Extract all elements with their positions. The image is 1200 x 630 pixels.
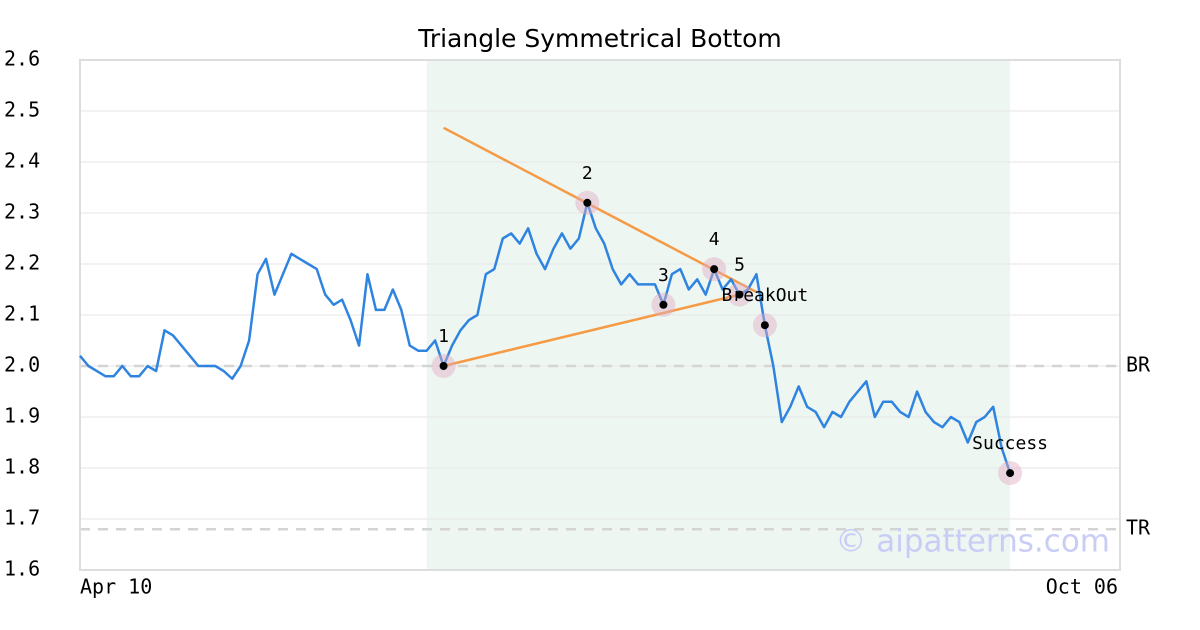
reference-label: BR bbox=[1126, 353, 1151, 377]
pivot-dot bbox=[659, 300, 668, 309]
plot-frame bbox=[79, 59, 1121, 571]
y-tick-label: 1.6 bbox=[4, 557, 40, 581]
y-tick-label: 1.8 bbox=[4, 455, 40, 479]
pivot-label: 5 bbox=[734, 255, 745, 276]
pivot-dot bbox=[1006, 469, 1015, 478]
reference-label: TR bbox=[1126, 516, 1151, 540]
y-tick-label: 1.9 bbox=[4, 404, 40, 428]
pivot-label: 2 bbox=[582, 163, 593, 184]
y-tick-label: 2.1 bbox=[4, 302, 40, 326]
x-tick-label: Oct 06 bbox=[1046, 575, 1118, 599]
pivot-label: 3 bbox=[658, 265, 669, 286]
y-tick-label: 2.0 bbox=[4, 353, 40, 377]
pivot-dot bbox=[583, 198, 592, 207]
pivot-label: 1 bbox=[438, 326, 449, 347]
pivot-label: 4 bbox=[709, 229, 720, 250]
pivot-dot bbox=[760, 321, 769, 330]
chart-title: Triangle Symmetrical Bottom bbox=[417, 24, 782, 53]
y-tick-label: 2.6 bbox=[4, 47, 40, 71]
y-tick-label: 2.3 bbox=[4, 200, 40, 224]
x-tick-label: Apr 10 bbox=[80, 575, 152, 599]
watermark: © aipatterns.com bbox=[835, 524, 1110, 560]
y-tick-label: 2.5 bbox=[4, 98, 40, 122]
pivot-dot bbox=[735, 290, 744, 299]
trendline bbox=[443, 293, 740, 368]
y-tick-label: 1.7 bbox=[4, 506, 40, 530]
y-tick-label: 2.4 bbox=[4, 149, 40, 173]
y-tick-label: 2.2 bbox=[4, 251, 40, 275]
pivot-label: BreakOut bbox=[722, 285, 809, 306]
pivot-label: Success bbox=[972, 433, 1048, 454]
trendline bbox=[442, 126, 758, 294]
pivot-dot bbox=[710, 265, 719, 274]
pivot-dot bbox=[439, 362, 448, 370]
price-line bbox=[79, 201, 1012, 474]
